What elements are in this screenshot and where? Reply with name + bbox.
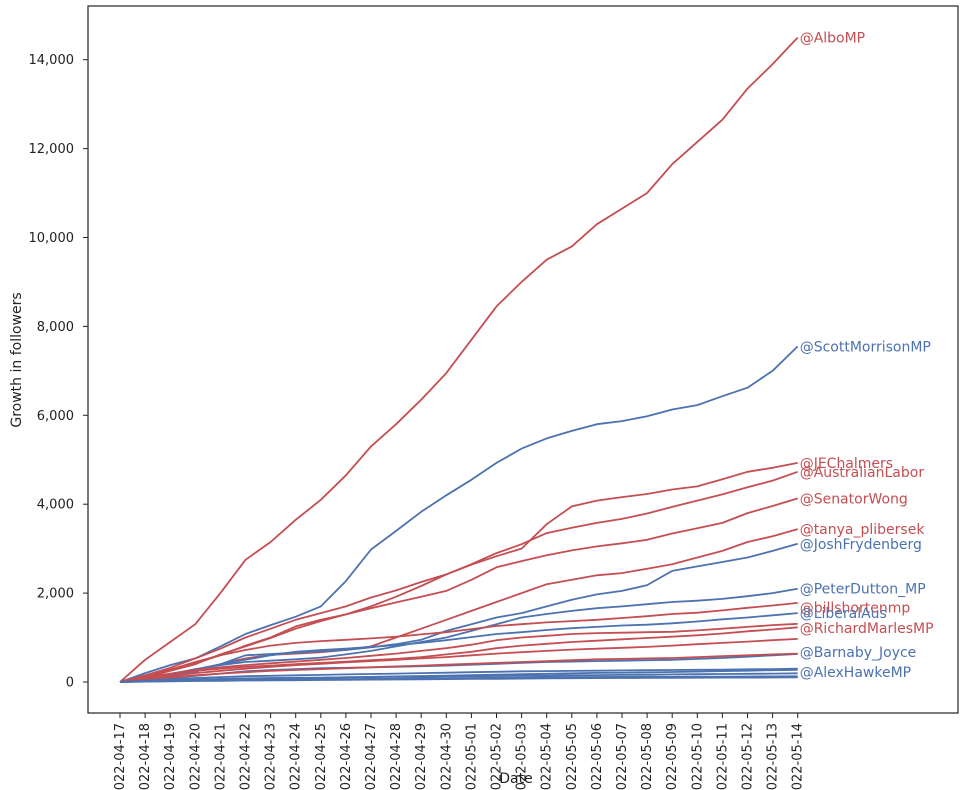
y-tick-label: 8,000: [37, 320, 74, 335]
x-tick-label: 2022-05-09: [665, 723, 680, 790]
x-tick-label: 2022-05-10: [690, 723, 705, 790]
x-tick-label: 2022-05-14: [791, 723, 806, 790]
y-tick-label: 12,000: [29, 142, 75, 157]
x-tick-label: 2022-04-29: [414, 723, 429, 790]
series-end-labels: @AlboMP @ScottMorrisonMP @JEChalmers@Austr…: [800, 30, 934, 680]
y-axis-title: Growth in followers: [9, 292, 25, 427]
x-tick-label: 2022-05-13: [766, 723, 781, 790]
series-line-peterdutton-mp: [119, 587, 798, 683]
end-label-australianlabor: @AustralianLabor: [800, 465, 925, 481]
series-line-albomp: [119, 36, 799, 683]
series-lines: [119, 36, 799, 683]
x-tick-label: 2022-05-07: [615, 723, 630, 790]
series-line-liberalaus: [119, 612, 798, 683]
end-label-peterdutton-mp: @PeterDutton_MP: [800, 582, 926, 598]
series-line-other-red-3: [119, 652, 798, 683]
x-tick-label: 2022-05-05: [565, 723, 580, 790]
x-tick-label: 2022-05-11: [715, 723, 730, 790]
x-tick-label: 2022-04-22: [239, 723, 254, 790]
y-tick-label: 10,000: [29, 231, 75, 246]
x-tick-label: 2022-04-20: [188, 723, 203, 790]
y-tick-label: 2,000: [37, 587, 74, 602]
end-label-richardmarlesmp: @RichardMarlesMP: [800, 621, 934, 637]
x-tick-label: 2022-04-18: [138, 723, 153, 790]
end-label-joshfrydenberg: @JoshFrydenberg: [800, 537, 922, 553]
x-tick-label: 2022-04-25: [314, 723, 329, 790]
series-line-joshfrydenberg: [119, 542, 798, 683]
x-tick-label: 2022-04-23: [264, 723, 279, 790]
series-line-other-blue-4: [119, 676, 798, 683]
x-tick-label: 2022-04-26: [339, 723, 354, 790]
x-tick-label: 2022-04-21: [213, 723, 228, 790]
end-label-barnaby-joyce: @Barnaby_Joyce: [800, 645, 917, 661]
series-line-senatorwong: [119, 497, 798, 683]
series-line-other-red-2: [119, 638, 798, 683]
x-tick-label: 2022-04-24: [289, 723, 304, 790]
end-label-jechalmers: @JEChalmers: [800, 456, 893, 472]
x-tick-label: 2022-04-28: [389, 723, 404, 790]
x-tick-label: 2022-04-30: [439, 723, 454, 790]
series-line-jechalmers: [119, 462, 798, 683]
end-label-billshortenmp: @billshortenmp: [800, 600, 911, 616]
y-tick-label: 0: [66, 676, 74, 691]
x-tick-label: 2022-04-19: [163, 723, 178, 790]
x-tick-label: 2022-04-27: [364, 723, 379, 790]
x-axis: 2022-04-17 2022-04-18 2022-04-19 2022-04-20…: [113, 713, 806, 790]
end-label-senatorwong: @SenatorWong: [800, 491, 908, 507]
series-line-other-blue-2: [119, 672, 798, 683]
end-label-alexhawkemp: @AlexHawkeMP: [800, 665, 911, 681]
series-line-other-red-1: [119, 626, 798, 683]
end-label-scottmorrisonmp: @ScottMorrisonMP: [800, 339, 931, 355]
y-tick-label: 14,000: [29, 53, 75, 68]
x-tick-label: 2022-05-02: [490, 723, 505, 790]
end-label-albomp: @AlboMP: [800, 30, 865, 46]
x-axis-title: Date: [499, 771, 532, 787]
y-axis: 0 2,000 4,000 6,000 8,000 10,000 12,000 14,000: [29, 53, 88, 691]
series-line-billshortenmp: [119, 602, 798, 683]
plot-border: [87, 5, 959, 714]
plot-frame: [87, 5, 959, 714]
x-tick-label: 2022-05-04: [540, 723, 555, 790]
y-tick-label: 4,000: [37, 498, 74, 513]
y-tick-label: 6,000: [37, 409, 74, 424]
x-tick-label: 2022-05-01: [464, 723, 479, 790]
series-line-other-blue-1: [119, 667, 798, 683]
series-line-richardmarlesmp: [119, 622, 798, 683]
x-tick-label: 2022-05-08: [640, 723, 655, 790]
series-line-scottmorrisonmp: [119, 345, 799, 683]
x-tick-label: 2022-05-06: [590, 723, 605, 790]
end-label-liberalaus: @LiberalAus: [800, 606, 887, 622]
x-tick-label: 2022-05-12: [741, 723, 756, 790]
x-tick-label: 2022-04-17: [113, 723, 128, 790]
series-line-australianlabor: [119, 470, 798, 683]
x-tick-label: 2022-05-03: [515, 723, 530, 790]
end-label-tanya-plibersek: @tanya_plibersek: [800, 522, 926, 538]
